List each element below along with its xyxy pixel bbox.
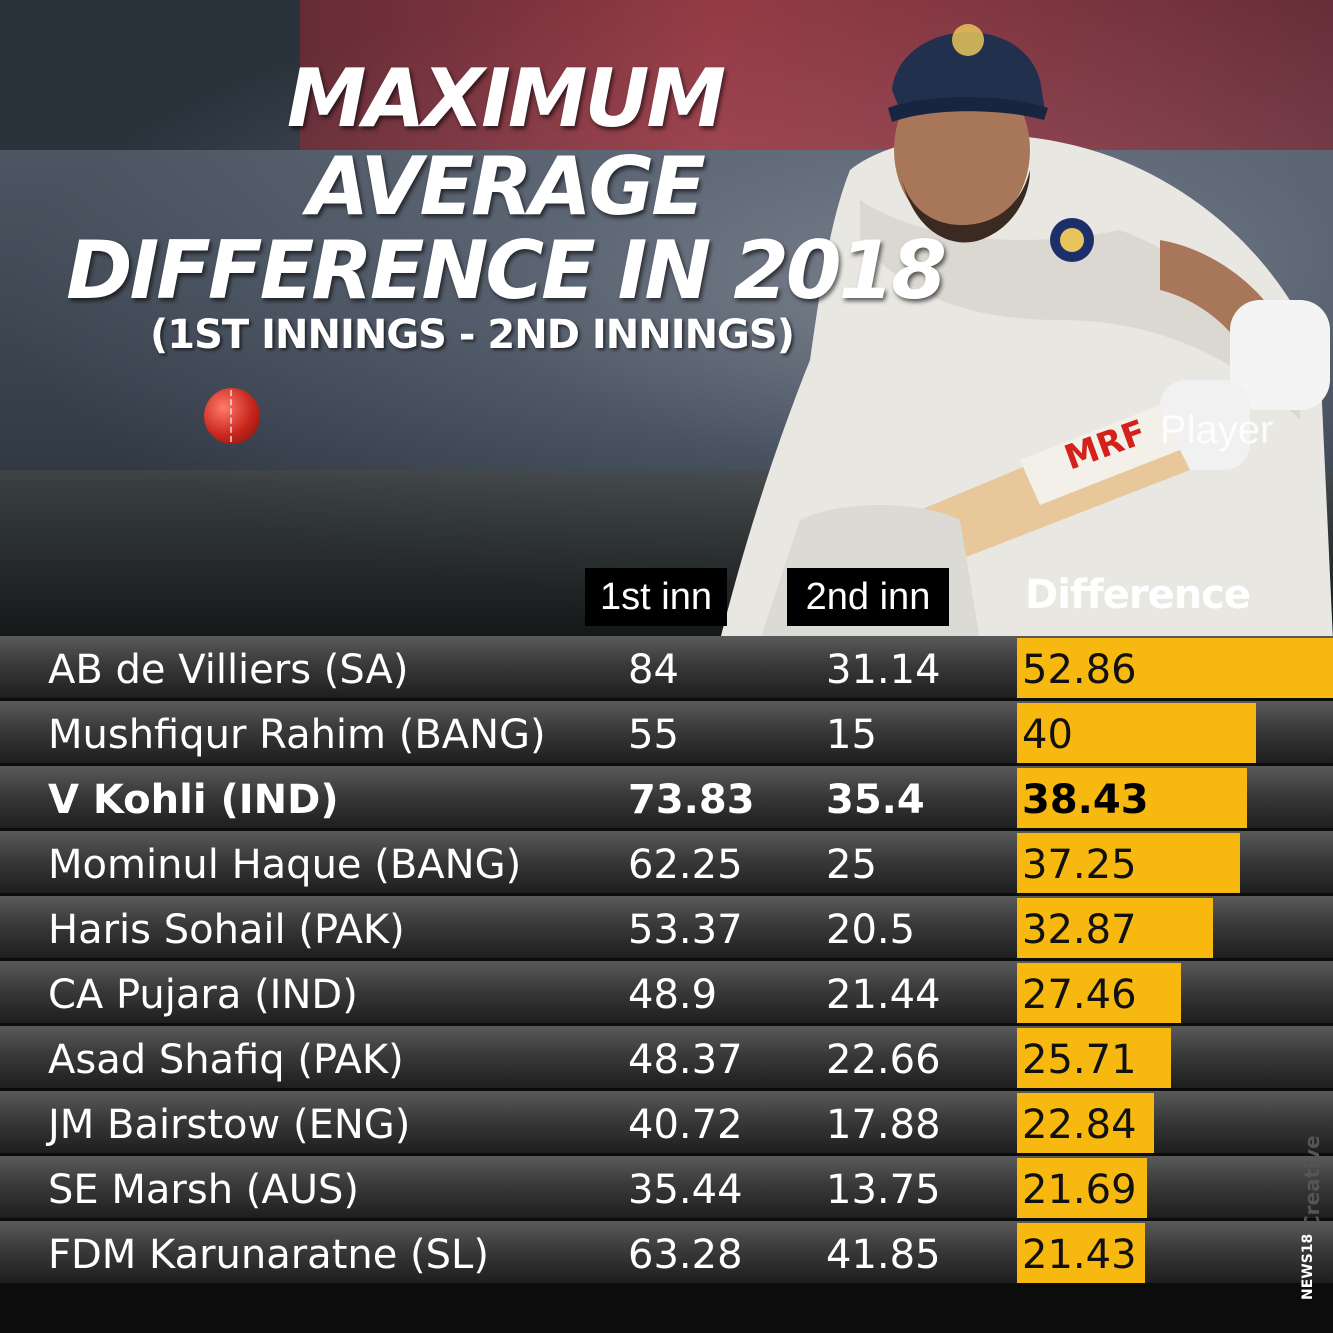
second-innings-average: 31.14	[826, 647, 941, 693]
table-row: Mominul Haque (BANG) 62.25 25 37.25	[0, 831, 1333, 893]
player-name: Mushfiqur Rahim (BANG)	[48, 712, 546, 758]
table-row: Mushfiqur Rahim (BANG) 55 15 40	[0, 701, 1333, 763]
second-innings-average: 13.75	[826, 1167, 941, 1213]
difference-value: 38.43	[1022, 777, 1149, 823]
table-row: Haris Sohail (PAK) 53.37 20.5 32.87	[0, 896, 1333, 958]
difference-bar	[1017, 898, 1213, 958]
second-innings-average: 35.4	[826, 777, 925, 823]
table-row: Asad Shafiq (PAK) 48.37 22.66 25.71	[0, 1026, 1333, 1088]
first-innings-average: 53.37	[628, 907, 743, 953]
second-innings-average: 17.88	[826, 1102, 941, 1148]
player-overlay-label: Player	[1160, 408, 1274, 452]
news18-logo: NEWS18	[1300, 1233, 1316, 1300]
difference-bar	[1017, 638, 1333, 698]
difference-bar	[1017, 1028, 1171, 1088]
difference-bar	[1017, 768, 1247, 828]
header-second-innings: 2nd inn	[787, 568, 949, 626]
difference-bar	[1017, 703, 1256, 763]
header-difference: Difference	[1025, 572, 1251, 618]
table-row: JM Bairstow (ENG) 40.72 17.88 22.84	[0, 1091, 1333, 1153]
player-name: FDM Karunaratne (SL)	[48, 1232, 489, 1278]
difference-value: 21.69	[1022, 1167, 1137, 1213]
first-innings-average: 84	[628, 647, 679, 693]
subtitle: (1ST INNINGS - 2ND INNINGS)	[150, 312, 795, 358]
difference-value: 32.87	[1022, 907, 1137, 953]
creative-mark: Creative	[1300, 1135, 1324, 1230]
difference-value: 37.25	[1022, 842, 1137, 888]
first-innings-average: 62.25	[628, 842, 743, 888]
difference-bar	[1017, 833, 1240, 893]
difference-bar	[1017, 1093, 1154, 1153]
second-innings-average: 22.66	[826, 1037, 941, 1083]
difference-value: 22.84	[1022, 1102, 1137, 1148]
difference-value: 52.86	[1022, 647, 1137, 693]
second-innings-average: 21.44	[826, 972, 941, 1018]
first-innings-average: 55	[628, 712, 679, 758]
player-name: AB de Villiers (SA)	[48, 647, 409, 693]
first-innings-average: 63.28	[628, 1232, 743, 1278]
table-row: V Kohli (IND) 73.83 35.4 38.43	[0, 766, 1333, 828]
player-name: SE Marsh (AUS)	[48, 1167, 359, 1213]
difference-bar	[1017, 1223, 1145, 1283]
player-name: JM Bairstow (ENG)	[48, 1102, 411, 1148]
difference-value: 21.43	[1022, 1232, 1137, 1278]
player-name: Haris Sohail (PAK)	[48, 907, 405, 953]
player-name: Asad Shafiq (PAK)	[48, 1037, 404, 1083]
difference-value: 40	[1022, 712, 1073, 758]
difference-value: 27.46	[1022, 972, 1137, 1018]
difference-bar	[1017, 1158, 1147, 1218]
table-row: AB de Villiers (SA) 84 31.14 52.86	[0, 636, 1333, 698]
title-line-3: DIFFERENCE IN 2018	[66, 224, 947, 317]
title-line-2: AVERAGE	[307, 140, 706, 233]
second-innings-average: 15	[826, 712, 877, 758]
difference-bar	[1017, 963, 1181, 1023]
branding: Creative NEWS18	[1300, 1100, 1328, 1300]
batsman-illustration: MRF	[600, 0, 1333, 640]
first-innings-average: 35.44	[628, 1167, 743, 1213]
player-name: CA Pujara (IND)	[48, 972, 358, 1018]
second-innings-average: 25	[826, 842, 877, 888]
difference-value: 25.71	[1022, 1037, 1137, 1083]
table-row: FDM Karunaratne (SL) 63.28 41.85 21.43	[0, 1221, 1333, 1283]
second-innings-average: 20.5	[826, 907, 916, 953]
table-row: CA Pujara (IND) 48.9 21.44 27.46	[0, 961, 1333, 1023]
first-innings-average: 48.37	[628, 1037, 743, 1083]
title-line-1: MAXIMUM	[286, 52, 726, 145]
header-first-innings: 1st inn	[585, 568, 727, 626]
player-name: Mominul Haque (BANG)	[48, 842, 522, 888]
first-innings-average: 40.72	[628, 1102, 743, 1148]
first-innings-average: 48.9	[628, 972, 718, 1018]
cricket-ball-icon	[204, 388, 260, 444]
first-innings-average: 73.83	[628, 777, 755, 823]
player-name: V Kohli (IND)	[48, 777, 339, 823]
table-row: SE Marsh (AUS) 35.44 13.75 21.69	[0, 1156, 1333, 1218]
stadium-banner	[300, 0, 1333, 150]
second-innings-average: 41.85	[826, 1232, 941, 1278]
